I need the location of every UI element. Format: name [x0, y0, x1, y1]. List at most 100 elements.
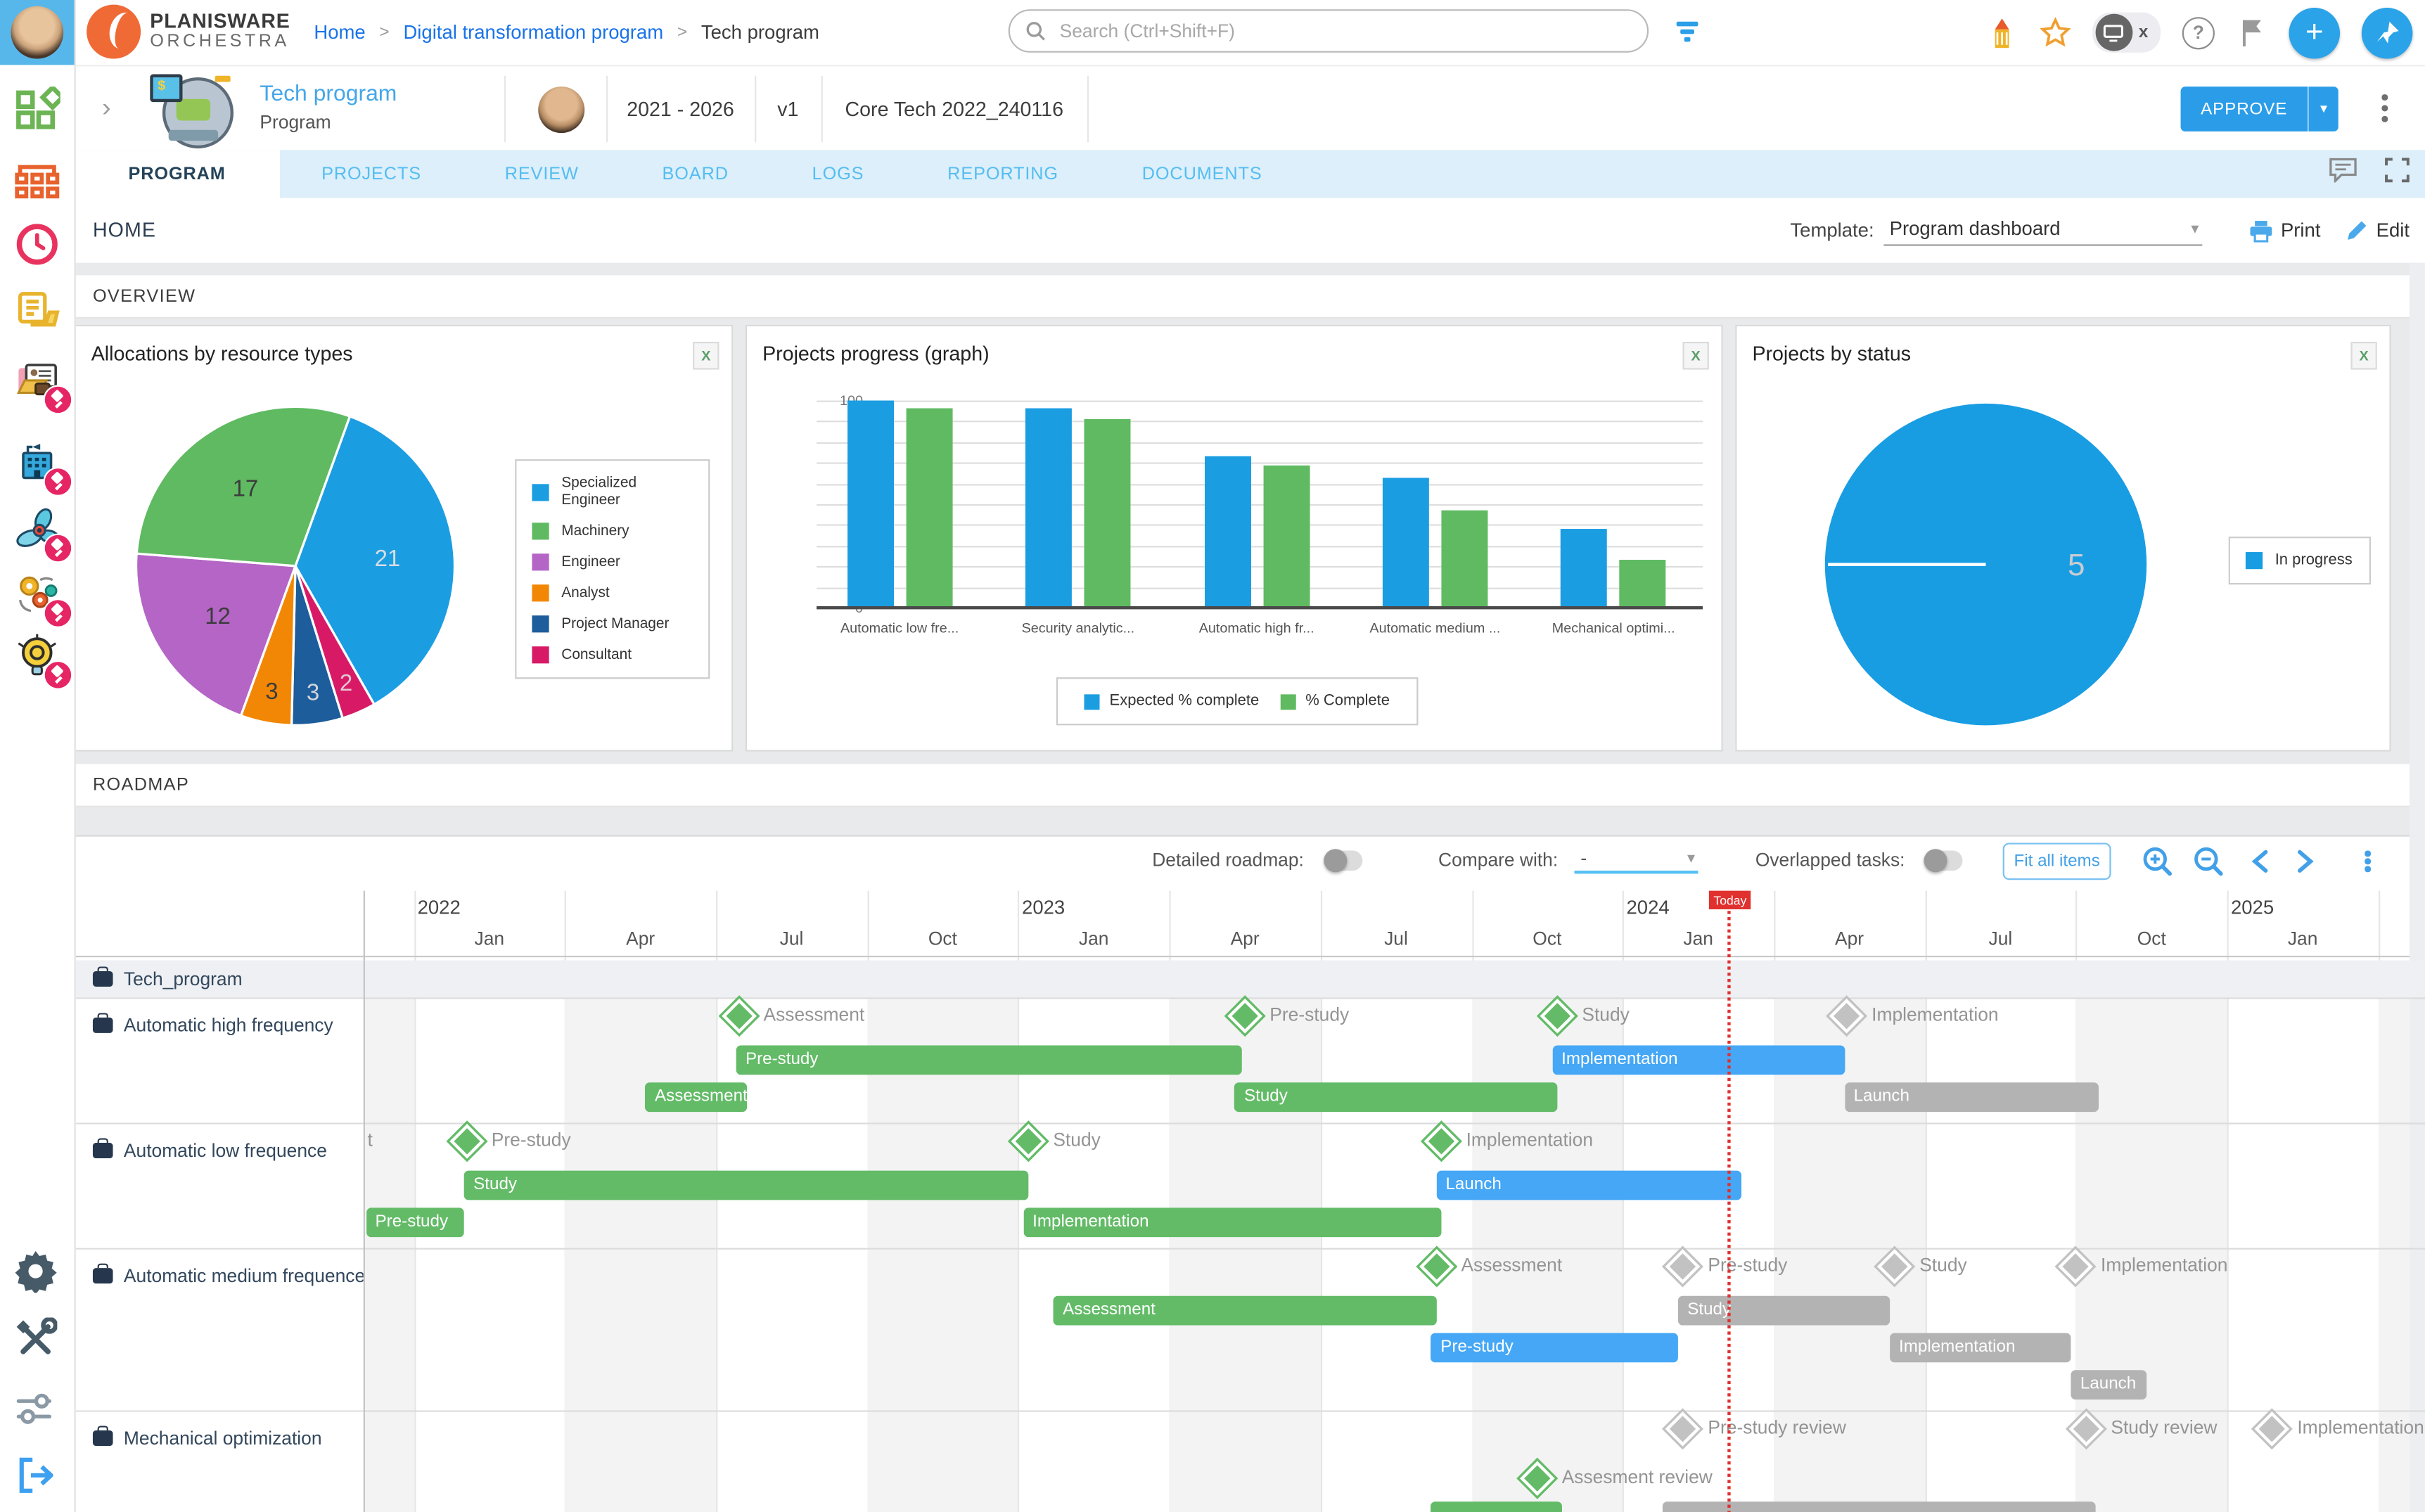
- search-input[interactable]: [1056, 18, 1632, 44]
- bar-%complete[interactable]: [1619, 560, 1666, 608]
- help-icon[interactable]: ?: [2182, 16, 2215, 49]
- documents-icon[interactable]: [14, 288, 60, 334]
- fullscreen-icon[interactable]: [2385, 158, 2410, 190]
- chevron-left-icon[interactable]: [2243, 845, 2277, 878]
- excel-export-icon[interactable]: X: [693, 341, 719, 370]
- status-pie-chart[interactable]: 5: [1822, 401, 2149, 729]
- gantt-row[interactable]: Automatic high frequency Assessment Pre-st…: [74, 998, 2425, 1125]
- progress-bar-chart[interactable]: 0102030405060708090100: [810, 393, 1703, 615]
- gantt-bar[interactable]: Study: [463, 1170, 1029, 1200]
- milestone-diamond-icon[interactable]: [1877, 1249, 1912, 1284]
- gantt-bar[interactable]: Assessment: [1053, 1295, 1437, 1326]
- gantt-bar[interactable]: Pre-study: [366, 1207, 464, 1238]
- roadmap-gantt[interactable]: 2022 2023 2024 2025 Jan Apr Jul Oct Jan Apr Jul Oct…: [74, 890, 2425, 1512]
- excel-export-icon[interactable]: X: [1682, 341, 1709, 370]
- milestone-diamond-icon[interactable]: [2255, 1411, 2291, 1447]
- comments-icon[interactable]: [2329, 158, 2357, 190]
- bar-expected%complete[interactable]: [1025, 409, 1073, 608]
- gantt-bar[interactable]: [1431, 1501, 1563, 1512]
- gantt-bar[interactable]: Implementation: [1889, 1333, 2071, 1363]
- more-icon[interactable]: [2350, 845, 2384, 878]
- tab-review[interactable]: REVIEW: [504, 165, 579, 184]
- ideas-icon[interactable]: [14, 634, 73, 690]
- scrollbar[interactable]: [2410, 262, 2425, 1512]
- milestone-diamond-icon[interactable]: [1227, 998, 1262, 1034]
- dashboard-icon[interactable]: [14, 84, 66, 133]
- zoom-in-icon[interactable]: [2140, 845, 2174, 878]
- milestone-diamond-icon[interactable]: [1423, 1123, 1459, 1159]
- gantt-bar[interactable]: Study: [1234, 1082, 1558, 1113]
- gantt-bar[interactable]: Implementation: [1023, 1207, 1442, 1238]
- tab-logs[interactable]: LOGS: [812, 165, 864, 184]
- bar-%complete[interactable]: [1441, 510, 1488, 608]
- gantt-row[interactable]: Automatic low frequence t Pre-study Study Im…: [74, 1123, 2425, 1250]
- preferences-icon[interactable]: [14, 1387, 60, 1433]
- gantt-bar[interactable]: Pre-study: [1431, 1333, 1678, 1363]
- gantt-bar[interactable]: Study: [1678, 1295, 1890, 1326]
- search-box[interactable]: [1008, 9, 1649, 53]
- owner-avatar[interactable]: [538, 86, 585, 133]
- roadmap-section-header[interactable]: ROADMAP: [74, 764, 2425, 807]
- logout-icon[interactable]: [14, 1454, 60, 1500]
- bar-%complete[interactable]: [905, 409, 952, 608]
- milestone-diamond-icon[interactable]: [449, 1123, 485, 1159]
- chevron-right-icon[interactable]: [2289, 845, 2322, 878]
- bar-expected%complete[interactable]: [1203, 456, 1250, 608]
- excel-export-icon[interactable]: X: [2350, 341, 2377, 370]
- gantt-bar[interactable]: Implementation: [1551, 1045, 1845, 1075]
- tab-documents[interactable]: DOCUMENTS: [1141, 165, 1262, 184]
- screen-share-stop-control[interactable]: x: [2092, 12, 2161, 53]
- template-select[interactable]: Program dashboard ▾: [1883, 215, 2202, 246]
- resources-icon[interactable]: [14, 359, 73, 415]
- milestone-diamond-icon[interactable]: [1519, 1461, 1555, 1497]
- pencil-notification-icon[interactable]: [1987, 17, 2018, 48]
- add-icon[interactable]: +: [2289, 6, 2341, 58]
- organization-icon[interactable]: [14, 441, 73, 496]
- approve-button[interactable]: APPROVE: [2180, 87, 2308, 132]
- edit-button[interactable]: Edit: [2346, 219, 2410, 242]
- tab-projects[interactable]: PROJECTS: [321, 165, 422, 184]
- gantt-bar[interactable]: Pre-study: [736, 1045, 1243, 1075]
- gantt-bar[interactable]: [1663, 1501, 2097, 1512]
- tools-icon[interactable]: [14, 1316, 60, 1364]
- detailed-roadmap-toggle[interactable]: [1324, 849, 1363, 873]
- gantt-row[interactable]: Automatic medium frequence Assessment Pre-…: [74, 1249, 2425, 1412]
- gantt-bar[interactable]: Launch: [1436, 1170, 1741, 1200]
- milestone-diamond-icon[interactable]: [1665, 1411, 1701, 1447]
- milestone-diamond-icon[interactable]: [1419, 1249, 1454, 1284]
- pin-icon[interactable]: [2361, 6, 2413, 58]
- portfolio-icon[interactable]: [14, 159, 60, 205]
- program-title[interactable]: Tech program: [260, 82, 397, 107]
- tab-program[interactable]: PROGRAM: [74, 150, 280, 198]
- bar-expected%complete[interactable]: [1382, 477, 1429, 608]
- tab-reporting[interactable]: REPORTING: [947, 165, 1058, 184]
- approve-dropdown-button[interactable]: ▾: [2307, 87, 2338, 132]
- close-icon[interactable]: x: [2138, 23, 2149, 42]
- operations-icon[interactable]: [14, 507, 73, 563]
- overview-section-header[interactable]: OVERVIEW: [74, 275, 2425, 319]
- milestone-diamond-icon[interactable]: [721, 998, 757, 1034]
- bar-expected%complete[interactable]: [1561, 529, 1608, 608]
- gantt-row[interactable]: Mechanical optimization Pre-study review S…: [74, 1411, 2425, 1512]
- bar-%complete[interactable]: [1084, 419, 1131, 608]
- flag-icon[interactable]: [2237, 17, 2267, 48]
- milestone-diamond-icon[interactable]: [2068, 1411, 2104, 1447]
- time-icon[interactable]: [14, 221, 60, 267]
- filter-icon[interactable]: [1675, 21, 1699, 44]
- more-menu-icon[interactable]: [2381, 94, 2388, 127]
- gantt-bar[interactable]: Assessment: [645, 1082, 747, 1113]
- milestone-diamond-icon[interactable]: [1011, 1123, 1047, 1159]
- milestone-diamond-icon[interactable]: [2058, 1249, 2094, 1284]
- gantt-group-row[interactable]: Tech_program: [74, 960, 2425, 999]
- user-avatar[interactable]: [0, 0, 75, 65]
- bar-expected%complete[interactable]: [847, 400, 894, 608]
- milestone-diamond-icon[interactable]: [1665, 1249, 1701, 1284]
- breadcrumb-program[interactable]: Digital transformation program: [403, 21, 664, 44]
- compare-with-select[interactable]: - ▾: [1574, 847, 1698, 874]
- gantt-bar[interactable]: Launch: [2071, 1370, 2147, 1400]
- settings-icon[interactable]: [14, 1250, 60, 1296]
- overlapped-tasks-toggle[interactable]: [1924, 849, 1963, 873]
- zoom-out-icon[interactable]: [2192, 845, 2225, 878]
- print-button[interactable]: Print: [2248, 219, 2320, 242]
